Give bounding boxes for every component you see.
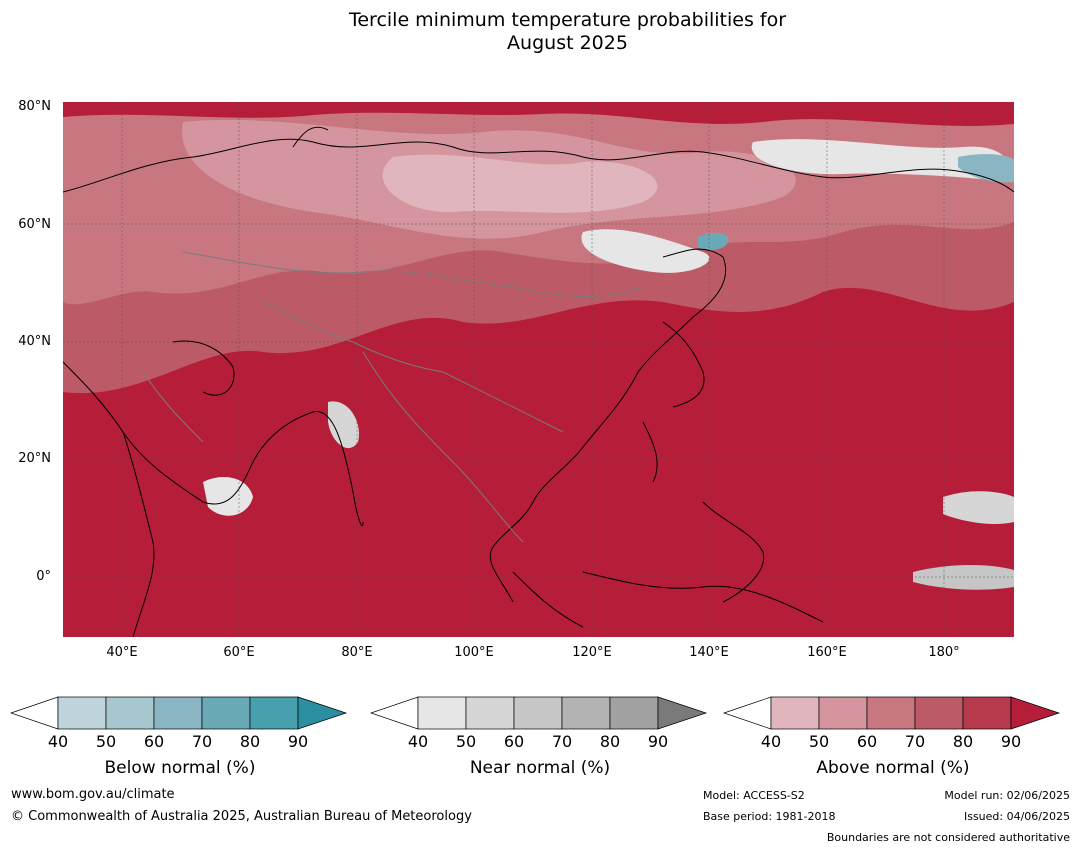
cbar-above-swatch-4 <box>914 696 964 730</box>
cbar-near-swatch-0 <box>370 696 419 730</box>
cbar-above-swatch-3 <box>866 696 916 730</box>
above-normal-50-region <box>382 154 658 213</box>
lon-label-180: 180° <box>928 645 960 660</box>
cbar-above-tick-70: 70 <box>904 732 926 751</box>
cbar-below-tick-70: 70 <box>191 732 213 751</box>
probability-map-svg <box>63 102 1014 637</box>
issued-text: Issued: 04/06/2025 <box>963 810 1070 823</box>
country-boundaries <box>142 251 644 543</box>
cbar-below-tick-40: 40 <box>47 732 69 751</box>
cbar-near-tick-50: 50 <box>455 732 477 751</box>
near-normal-siberia-region <box>751 139 1014 182</box>
cbar-near-swatch-4 <box>561 696 611 730</box>
cbar-below-swatch-1 <box>57 696 107 730</box>
map-title-line1: Tercile minimum temperature probabilitie… <box>348 9 787 31</box>
cbar-near-tick-60: 60 <box>503 732 525 751</box>
cbar-below-swatch-2 <box>105 696 155 730</box>
lon-label-60e: 60°E <box>223 645 255 660</box>
graticule <box>63 102 1014 637</box>
cbar-above-tick-40: 40 <box>760 732 782 751</box>
cbar-below-swatch-5 <box>249 696 299 730</box>
base-period-text: Base period: 1981-2018 <box>703 810 836 823</box>
cbar-below-label: Below normal (%) <box>104 758 256 778</box>
colorbar-above-normal-swatches <box>723 696 1061 730</box>
lon-label-160e: 160°E <box>807 645 847 660</box>
near-normal-pacific-region-2 <box>913 565 1014 590</box>
cbar-near-label: Near normal (%) <box>469 758 611 778</box>
cbar-above-label: Above normal (%) <box>816 758 970 778</box>
arctic-strong-band <box>63 102 1014 126</box>
cbar-near-tick-40: 40 <box>407 732 429 751</box>
cbar-near-swatch-1 <box>417 696 467 730</box>
lon-label-100e: 100°E <box>454 645 494 660</box>
cbar-below-swatch-3 <box>153 696 203 730</box>
cbar-above-swatch-1 <box>770 696 820 730</box>
model-text: Model: ACCESS-S2 <box>703 789 805 802</box>
cbar-near-swatch-3 <box>513 696 563 730</box>
cbar-above-swatch-2 <box>818 696 868 730</box>
disclaimer-text: Boundaries are not considered authoritat… <box>826 831 1070 844</box>
cbar-above-tick-60: 60 <box>856 732 878 751</box>
cbar-above-tick-90: 90 <box>1000 732 1022 751</box>
model-run-text: Model run: 02/06/2025 <box>944 789 1070 802</box>
lon-label-80e: 80°E <box>341 645 373 660</box>
near-normal-pacific-region-1 <box>943 491 1014 525</box>
lat-label-0: 0° <box>36 569 51 584</box>
lat-label-40n: 40°N <box>18 334 51 349</box>
lat-label-80n: 80°N <box>18 99 51 114</box>
website-link[interactable]: www.bom.gov.au/climate <box>11 787 175 802</box>
cbar-above-tick-80: 80 <box>952 732 974 751</box>
cbar-below-tick-90: 90 <box>287 732 309 751</box>
colorbar-near-normal: 40 50 60 70 80 90 Near normal (%) <box>370 695 710 795</box>
cbar-near-tick-90: 90 <box>647 732 669 751</box>
cbar-below-tick-50: 50 <box>95 732 117 751</box>
cbar-below-swatch-0 <box>10 696 59 730</box>
cbar-near-swatch-6 <box>657 696 708 730</box>
cbar-below-swatch-6 <box>297 696 348 730</box>
cbar-near-swatch-5 <box>609 696 659 730</box>
cbar-below-swatch-4 <box>201 696 251 730</box>
near-normal-east-region <box>581 229 710 273</box>
colorbar-near-normal-swatches <box>370 696 708 730</box>
cbar-below-tick-60: 60 <box>143 732 165 751</box>
lat-label-20n: 20°N <box>18 451 51 466</box>
coastlines <box>63 126 1014 637</box>
cbar-above-tick-50: 50 <box>808 732 830 751</box>
copyright-text: © Commonwealth of Australia 2025, Austra… <box>11 809 472 824</box>
below-normal-okhotsk-region <box>698 232 729 251</box>
lon-label-120e: 120°E <box>572 645 612 660</box>
cbar-above-swatch-5 <box>962 696 1012 730</box>
cbar-below-tick-80: 80 <box>239 732 261 751</box>
cbar-above-swatch-0 <box>723 696 772 730</box>
lon-label-140e: 140°E <box>689 645 729 660</box>
cbar-near-tick-80: 80 <box>599 732 621 751</box>
probability-map <box>63 102 1014 637</box>
colorbar-below-normal-swatches <box>10 696 348 730</box>
colorbar-below-normal: 40 50 60 70 80 90 Below normal (%) <box>10 695 350 795</box>
cbar-near-swatch-2 <box>465 696 515 730</box>
map-title-line2: August 2025 <box>507 32 628 54</box>
map-title: Tercile minimum temperature probabilitie… <box>0 9 1081 55</box>
cbar-above-swatch-6 <box>1010 696 1061 730</box>
lat-label-60n: 60°N <box>18 217 51 232</box>
cbar-near-tick-70: 70 <box>551 732 573 751</box>
lon-label-40e: 40°E <box>106 645 138 660</box>
below-normal-chukotka-region <box>958 154 1014 183</box>
colorbar-above-normal: 40 50 60 70 80 90 Above normal (%) <box>723 695 1063 795</box>
near-normal-india-region <box>328 401 359 449</box>
